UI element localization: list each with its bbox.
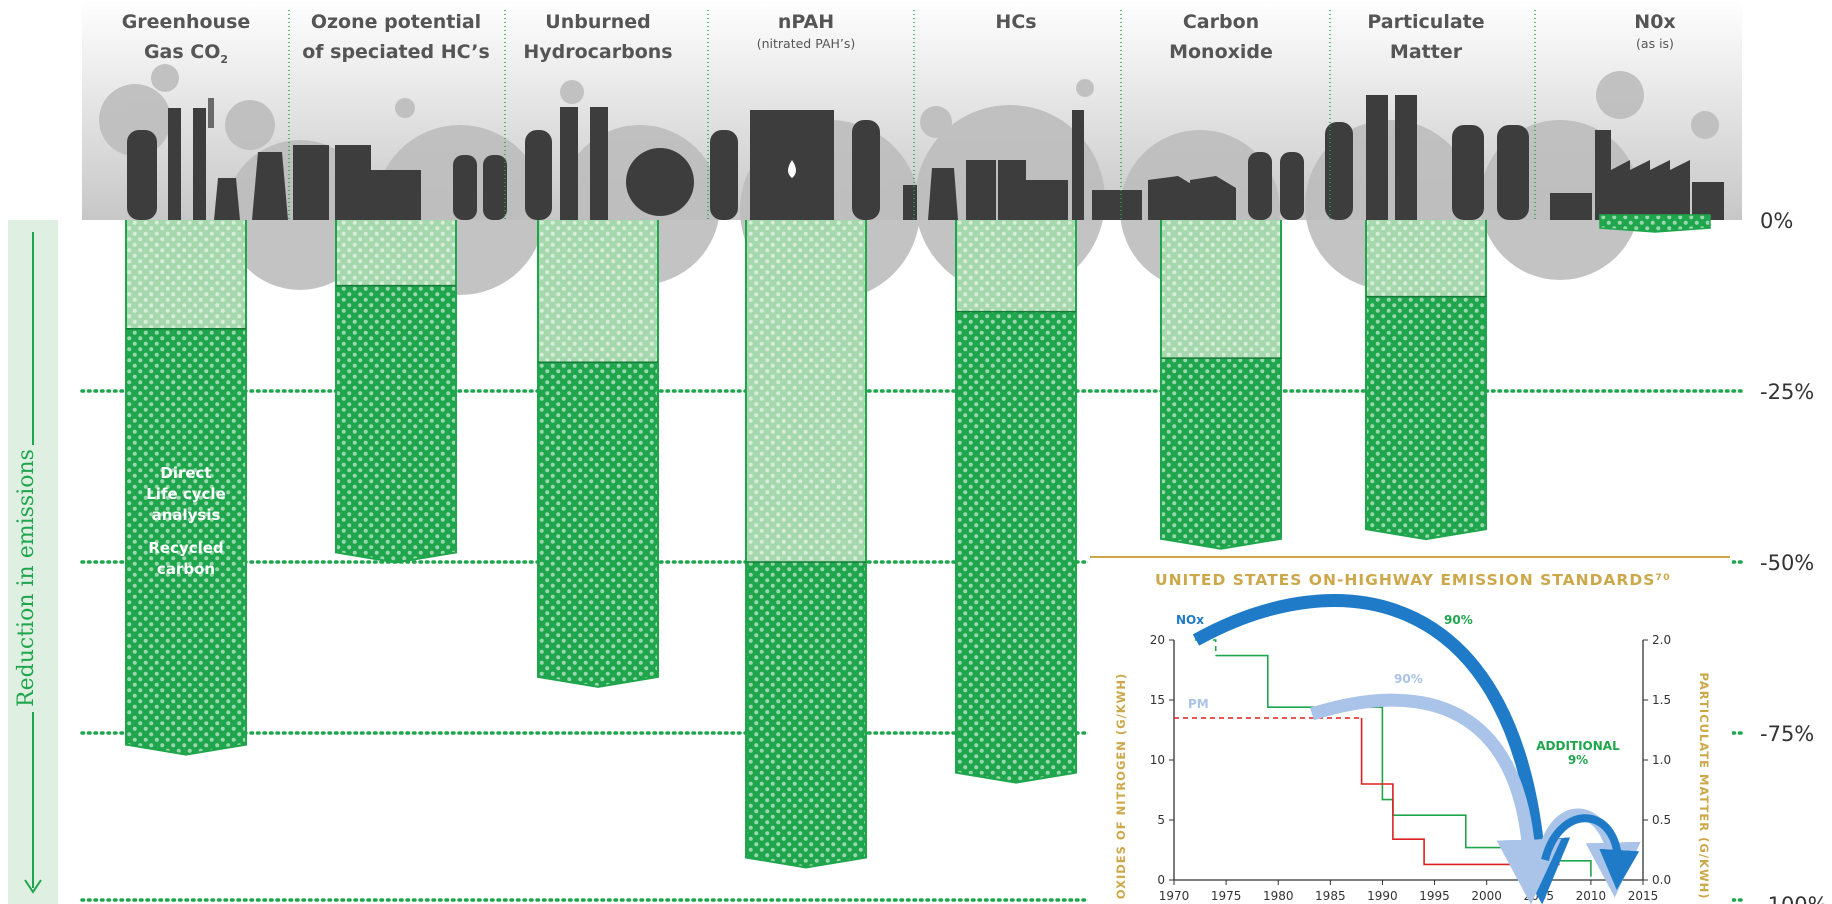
inset-right-tick-label: 1.5	[1652, 693, 1671, 707]
inset-x-tick-label: 1980	[1263, 889, 1294, 903]
bar-direct	[126, 328, 246, 755]
inset-title: UNITED STATES ON-HIGHWAY EMISSION STANDA…	[1155, 571, 1671, 589]
factories	[127, 95, 1724, 220]
category-labels: Greenhouse Gas CO2 Ozone potential of speci…	[122, 11, 1676, 66]
bar-life-cycle	[1366, 220, 1486, 297]
category-label-line1: Carbon	[1183, 11, 1259, 33]
y-axis-banner: Reduction in emissions	[8, 220, 58, 904]
bar-outline	[745, 220, 867, 869]
nox-90-annotation: 90%	[1444, 613, 1473, 627]
inset-left-tick-label: 15	[1150, 693, 1165, 707]
category-label-line1: Ozone potential	[311, 11, 481, 33]
inset-x-tick-label: 1985	[1315, 889, 1346, 903]
nox-dashed-line	[1194, 639, 1217, 656]
inset-left-axis-title: OXIDES OF NITROGEN (G/KWH)	[1114, 673, 1128, 900]
pm-standard-line	[1360, 718, 1560, 866]
legend-carbon: carbon	[157, 560, 215, 578]
y-axis-title: Reduction in emissions	[14, 449, 39, 707]
bar-life-cycle	[336, 220, 456, 286]
y-tick-label: 0%	[1760, 209, 1793, 233]
bar-life-cycle	[126, 220, 246, 329]
inset-x-tick-label: 2015	[1628, 889, 1659, 903]
y-tick-label: -50%	[1760, 551, 1814, 575]
bar-outline	[1365, 220, 1487, 541]
inset-right-tick-label: 0.5	[1652, 813, 1671, 827]
category-label-line1: Particulate	[1367, 11, 1484, 33]
inset-left-tick-label: 5	[1157, 813, 1165, 827]
inset-right-tick-label: 1.0	[1652, 753, 1671, 767]
inset-x-tick-label: 1990	[1367, 889, 1398, 903]
arrow-down-icon	[24, 879, 42, 894]
additional-annotation: ADDITIONAL	[1536, 739, 1620, 753]
inset-right-tick-label: 0.0	[1652, 873, 1671, 887]
inset-left-tick-label: 10	[1150, 753, 1165, 767]
legend-life-cycle: Life cycle	[146, 485, 226, 503]
inset-chart: UNITED STATES ON-HIGHWAY EMISSION STANDA…	[1088, 556, 1732, 904]
inset-left-tick-label: 20	[1150, 633, 1165, 647]
inset-x-tick-label: 2010	[1576, 889, 1607, 903]
y-tick-label: -75%	[1760, 722, 1814, 746]
nox-annotation: NOx	[1176, 613, 1204, 627]
inset-background	[1088, 556, 1732, 904]
pm-90-annotation: 90%	[1394, 672, 1423, 686]
category-label-line2: Hydrocarbons	[523, 41, 672, 63]
bar-outline	[1160, 220, 1282, 550]
inset-left-tick-label: 0	[1157, 873, 1165, 887]
subscript: 2	[220, 53, 228, 66]
bar-life-cycle	[746, 220, 866, 562]
category-label-line1: Greenhouse	[122, 11, 251, 33]
category-label-line2: Gas CO2	[144, 41, 228, 66]
category-note: (nitrated PAH’s)	[757, 36, 856, 51]
additional-9-annotation: 9%	[1568, 753, 1588, 767]
category-label-line1: HCs	[995, 11, 1036, 33]
bar-life-cycle	[1161, 220, 1281, 359]
legend-direct: Direct	[160, 464, 211, 482]
additional-nox-arrow	[1541, 814, 1640, 890]
inset-right-tick-label: 2.0	[1652, 633, 1671, 647]
category-label-line2: of speciated HC’s	[302, 41, 490, 63]
pm-reduction-arrow	[1310, 693, 1562, 904]
bar-outline	[537, 220, 659, 688]
bar-direct	[336, 285, 456, 563]
category-label-line1: Unburned	[545, 11, 650, 33]
bar-direct	[1366, 296, 1486, 540]
category-dividers	[288, 10, 1536, 220]
bar-outline	[335, 220, 457, 564]
y-tick-label: -25%	[1760, 380, 1814, 404]
nox-reduction-arrow	[1192, 594, 1571, 904]
category-label-line2: Matter	[1390, 41, 1463, 63]
pm-annotation: PM	[1188, 697, 1209, 711]
bar-life-cycle	[538, 220, 658, 363]
bar-direct	[956, 311, 1076, 783]
category-label-line2: Monoxide	[1169, 41, 1273, 63]
y-axis-ticks: 0% -25% -50% -75% -100%	[1760, 209, 1828, 904]
bar-nox	[1599, 214, 1711, 233]
bars	[125, 214, 1711, 869]
inset-x-tick-label: 1975	[1211, 889, 1242, 903]
y-tick-label: -100%	[1760, 893, 1828, 904]
inset-arrows	[1192, 594, 1641, 904]
oil-drop-icon	[788, 160, 796, 178]
legend-recycled: Recycled	[148, 539, 223, 557]
category-note: (as is)	[1636, 36, 1674, 51]
category-label-line1: N0x	[1634, 11, 1675, 33]
inset-x-tick-label: 1995	[1419, 889, 1450, 903]
legend-analysis: analysis	[152, 506, 221, 524]
additional-pm-arrow	[1534, 808, 1641, 898]
bar-outline	[955, 220, 1077, 784]
bar-direct	[746, 562, 866, 868]
bar-direct	[538, 362, 658, 687]
category-label-line1: nPAH	[778, 11, 834, 33]
bar-life-cycle	[956, 220, 1076, 312]
inset-x-tick-label: 2000	[1471, 889, 1502, 903]
inset-right-axis-title: PARTICULATE MATTER (G/KWH)	[1697, 672, 1711, 899]
bar-direct	[1161, 358, 1281, 549]
inset-x-tick-label: 1970	[1159, 889, 1190, 903]
bar-outline	[125, 220, 247, 756]
inset-x-tick-label: 2005	[1524, 889, 1555, 903]
bar-legend: Direct Life cycle analysis Recycled carb…	[146, 464, 226, 578]
